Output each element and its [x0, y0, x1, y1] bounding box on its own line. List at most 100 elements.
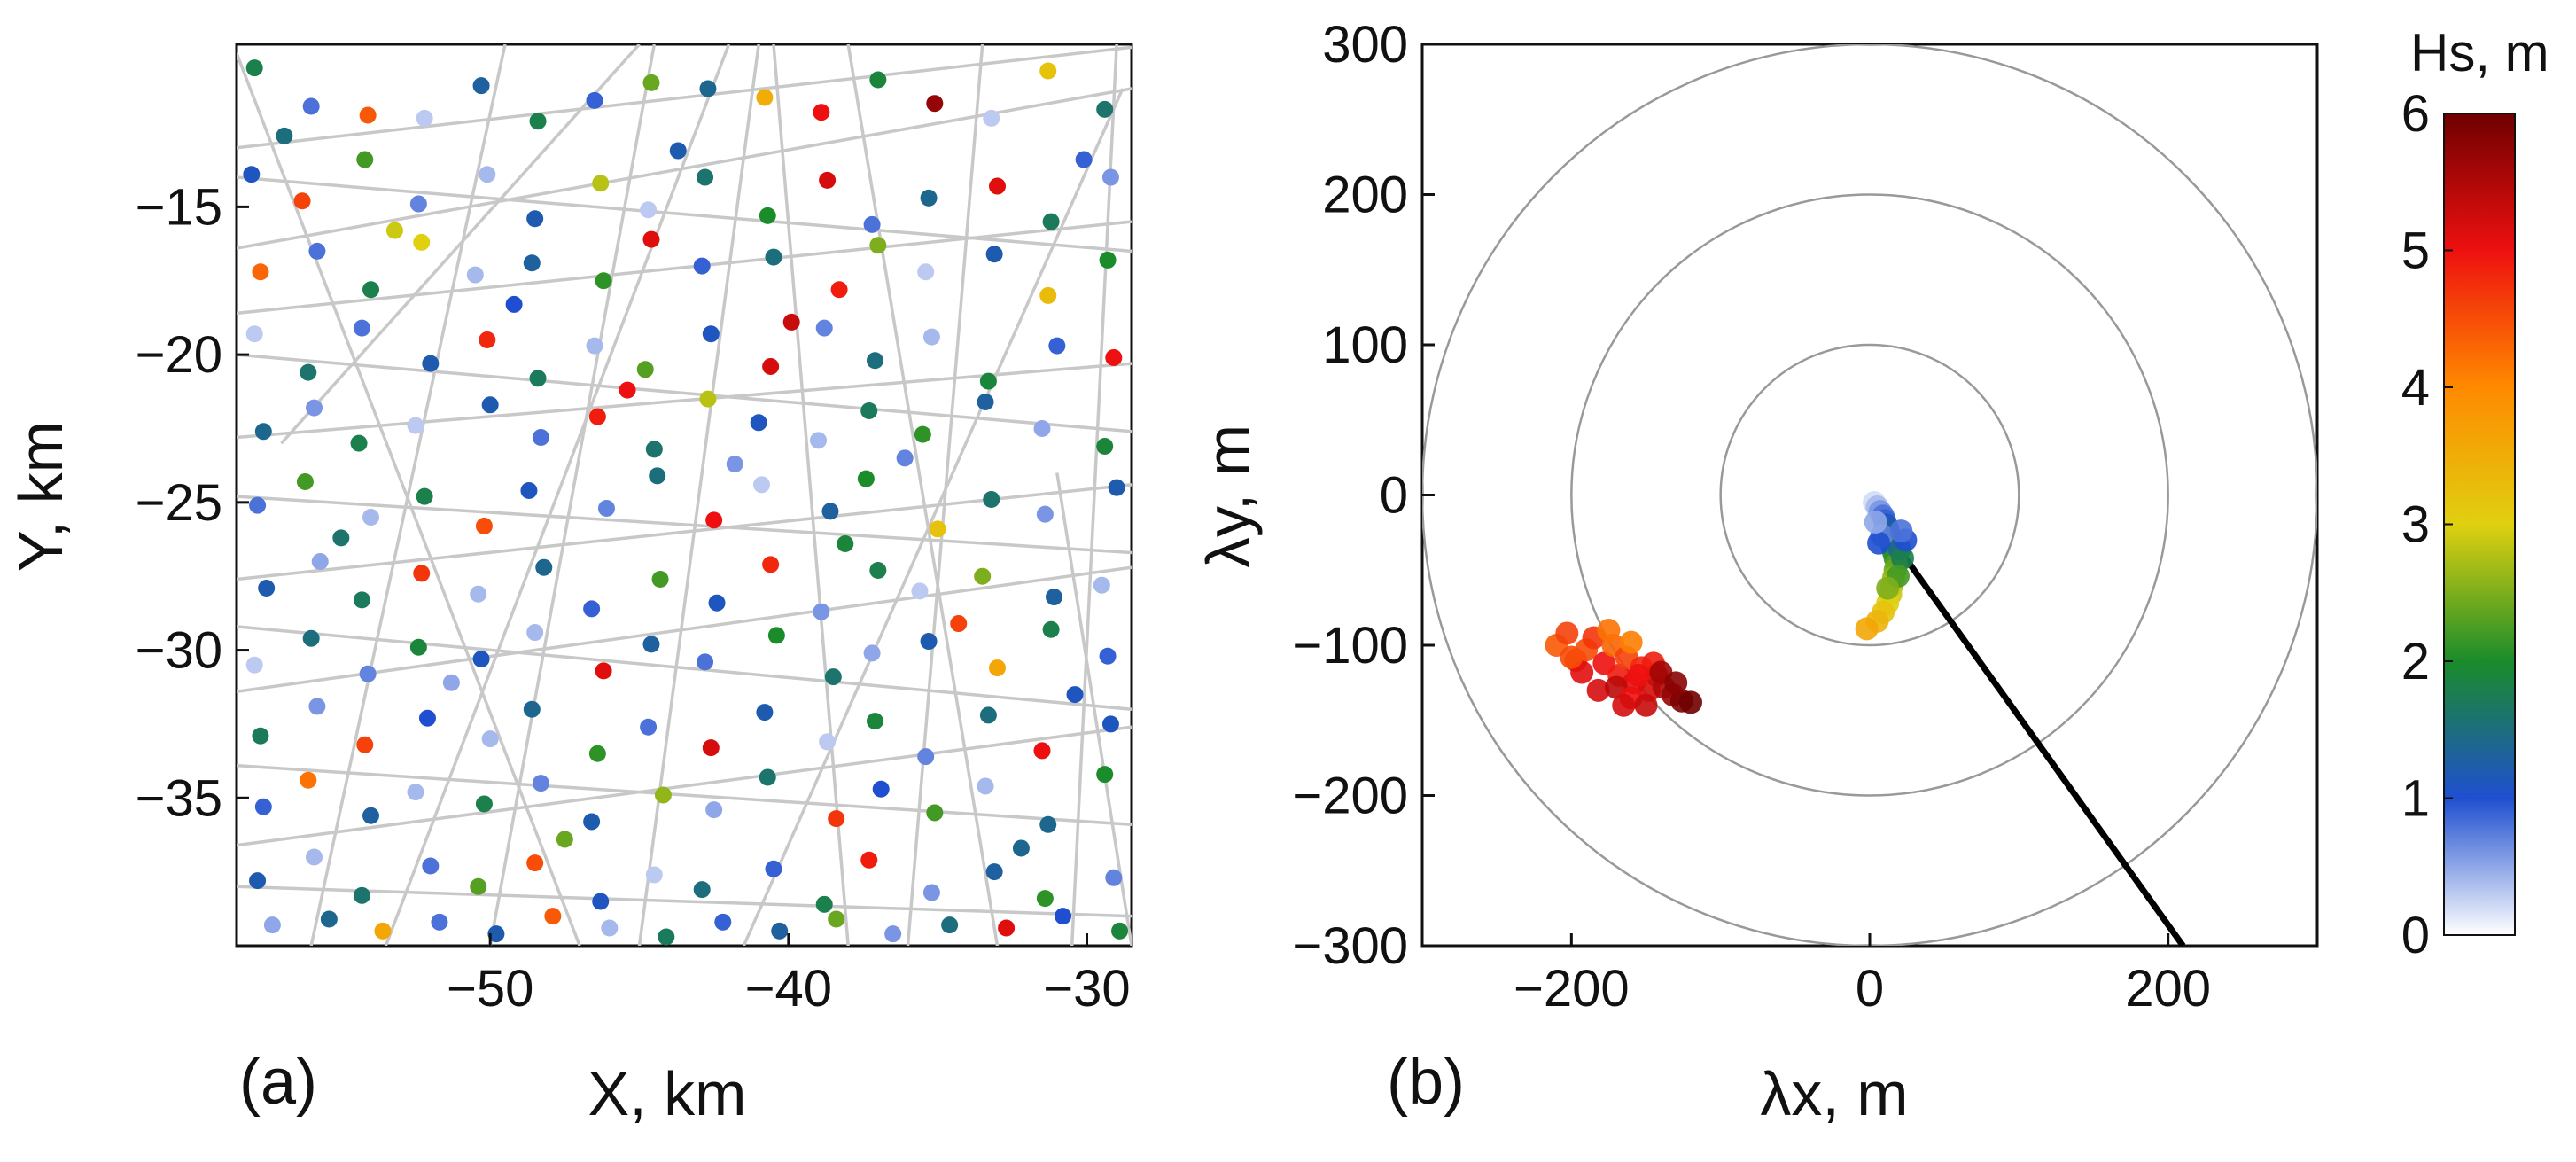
- measurement-point: [1042, 620, 1060, 638]
- wavelength-point-center: [1864, 511, 1887, 534]
- measurement-point: [1042, 213, 1060, 230]
- measurement-point: [276, 127, 293, 144]
- y-tick-label: −15: [136, 178, 222, 236]
- ground-track-line: [237, 45, 1132, 150]
- measurement-point: [869, 71, 887, 89]
- measurement-point: [708, 594, 726, 612]
- wavelength-point-swell: [1560, 645, 1584, 669]
- colorbar-tick-label: 0: [2401, 907, 2430, 964]
- y-tick-label: −100: [1292, 617, 1408, 675]
- measurement-point: [416, 487, 433, 505]
- measurement-point: [705, 511, 723, 529]
- measurement-point: [362, 807, 379, 824]
- measurement-point: [1039, 62, 1057, 80]
- measurement-point: [1039, 286, 1057, 304]
- measurement-point: [985, 246, 1003, 263]
- measurement-point: [765, 248, 782, 266]
- measurement-point: [526, 854, 544, 872]
- panel-b: −200 0 200 300 200 100 0 −100 −200 −300 λx, m λy…: [1194, 16, 2319, 1128]
- measurement-point: [1105, 869, 1123, 886]
- measurement-point: [535, 558, 553, 576]
- measurement-point: [481, 396, 499, 414]
- measurement-point: [950, 615, 968, 633]
- measurement-point: [472, 651, 490, 668]
- measurement-point: [1096, 437, 1114, 455]
- measurement-point: [529, 370, 547, 387]
- measurement-point: [243, 166, 261, 183]
- measurement-point: [645, 441, 663, 458]
- measurement-point: [1036, 505, 1054, 523]
- measurement-point: [860, 851, 878, 869]
- measurement-point: [431, 913, 448, 931]
- wavelength-point-swell: [1619, 630, 1643, 654]
- measurement-point: [693, 257, 711, 275]
- wavelength-point-swell: [1612, 693, 1636, 717]
- measurement-point: [254, 798, 272, 815]
- measurement-point: [597, 500, 615, 518]
- flight-direction-line: [1903, 556, 2186, 946]
- measurement-point: [828, 910, 845, 928]
- wavelength-point-swell: [1627, 663, 1651, 687]
- measurement-point: [837, 535, 854, 553]
- measurement-point: [526, 210, 544, 228]
- x-tick-label: −30: [1043, 960, 1130, 1018]
- measurement-point: [869, 562, 887, 580]
- measurement-point: [658, 928, 675, 946]
- measurement-point: [813, 104, 830, 121]
- panel-a-tag: (a): [239, 1047, 317, 1118]
- x-tick-label: 200: [2125, 960, 2211, 1018]
- measurement-point: [869, 237, 887, 254]
- measurement-point: [505, 295, 523, 313]
- ground-track-line: [237, 495, 1132, 555]
- wavelength-point-swell: [1679, 690, 1702, 714]
- measurement-point: [753, 476, 771, 494]
- measurement-point: [828, 810, 845, 828]
- colorbar-tick-label: 3: [2401, 496, 2430, 554]
- measurement-point: [714, 913, 732, 931]
- panel-b-y-axis-label: λy, m: [1194, 425, 1263, 568]
- measurement-point: [479, 166, 496, 183]
- measurement-point: [640, 201, 658, 219]
- measurement-point: [884, 925, 902, 943]
- measurement-point: [409, 195, 427, 213]
- measurement-point: [640, 718, 658, 736]
- measurement-point: [819, 733, 837, 751]
- ground-track-line: [742, 88, 1125, 946]
- measurement-point: [979, 372, 997, 390]
- measurement-point: [920, 189, 938, 207]
- measurement-point: [821, 503, 839, 520]
- measurement-point: [863, 215, 881, 233]
- measurement-point: [857, 470, 875, 487]
- measurement-point: [693, 881, 711, 899]
- measurement-point: [306, 399, 323, 417]
- ground-track-line: [237, 483, 1132, 581]
- x-tick-label: −50: [447, 960, 533, 1018]
- wavelength-circle: [1570, 193, 2169, 797]
- measurement-point: [815, 319, 833, 337]
- measurement-point: [302, 629, 320, 647]
- y-tick-label: 0: [1380, 467, 1408, 525]
- measurement-point: [1045, 589, 1062, 606]
- measurement-point: [472, 77, 490, 95]
- ground-track-line: [846, 44, 1000, 946]
- measurement-point: [1036, 890, 1054, 908]
- measurement-point: [1105, 348, 1123, 366]
- measurement-point: [974, 567, 992, 585]
- measurement-point: [332, 529, 350, 547]
- ground-track-line: [906, 44, 984, 946]
- measurement-point: [977, 777, 994, 795]
- measurement-point: [586, 337, 603, 355]
- measurement-point: [649, 467, 666, 485]
- panel-a-y-axis-label: Y, km: [6, 421, 75, 572]
- panel-a-x-axis-label: X, km: [588, 1059, 747, 1128]
- measurement-point: [697, 653, 714, 671]
- measurement-point: [815, 895, 833, 913]
- measurement-point: [422, 857, 440, 875]
- measurement-point: [470, 877, 487, 895]
- measurement-point: [762, 357, 780, 375]
- measurement-point: [544, 908, 562, 925]
- measurement-point: [556, 831, 573, 848]
- measurement-point: [860, 402, 878, 419]
- measurement-point: [362, 509, 379, 526]
